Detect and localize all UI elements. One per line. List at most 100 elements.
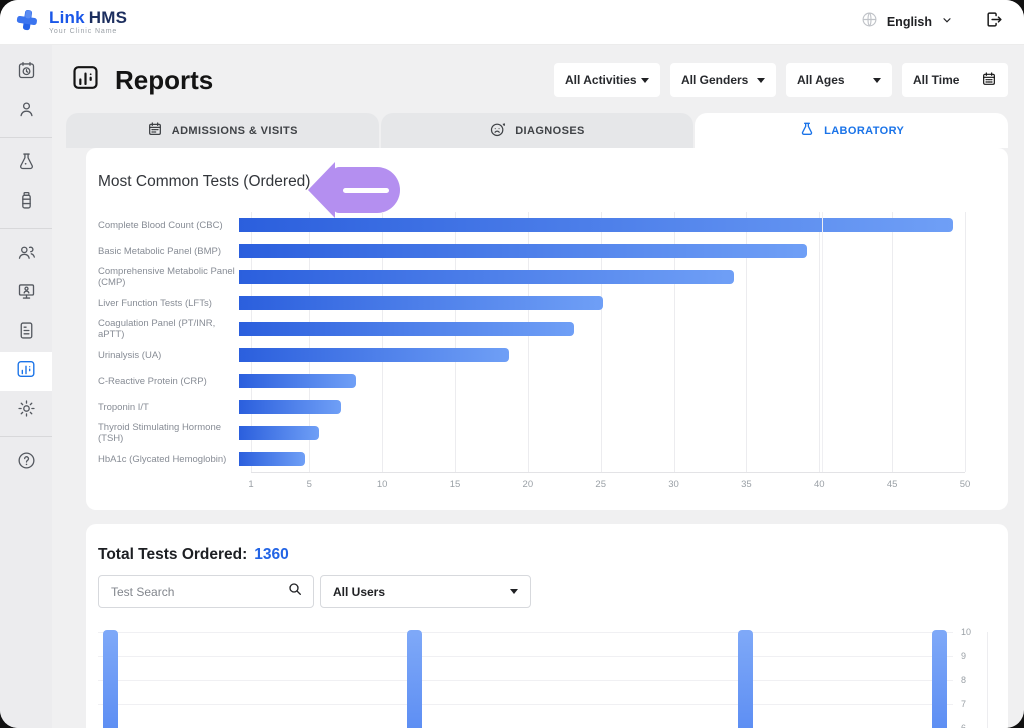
- reports-page-icon: [70, 62, 101, 98]
- sidebar-item-patients[interactable]: [0, 92, 52, 131]
- grid-vline: [746, 212, 748, 472]
- y-tick-label: 6: [961, 723, 967, 728]
- main-content: Reports All Activities All Genders All A…: [52, 45, 1024, 728]
- sidebar-item-staff[interactable]: [0, 235, 52, 274]
- hbar-category-label: Coagulation Panel (PT/INR, aPTT): [98, 318, 216, 340]
- chart-title: Most Common Tests (Ordered): [98, 173, 311, 190]
- hbar-row: Basic Metabolic Panel (BMP): [86, 238, 1008, 264]
- grid-hline: [98, 656, 953, 657]
- chevron-down-icon: [757, 77, 765, 83]
- filter-all-genders[interactable]: All Genders: [670, 63, 776, 97]
- hbar: [239, 218, 953, 232]
- hbar-row: HbA1c (Glycated Hemoglobin): [86, 446, 1008, 472]
- hbar-row: Troponin I/T: [86, 394, 1008, 420]
- monitor-user-icon: [16, 281, 37, 307]
- lab-flask-icon: [16, 151, 37, 177]
- sidebar-item-settings[interactable]: [0, 391, 52, 430]
- hbar: [239, 452, 305, 466]
- sidebar-item-help[interactable]: [0, 443, 52, 482]
- medical-cross-icon: [14, 7, 40, 38]
- filter-all-activities[interactable]: All Activities: [554, 63, 660, 97]
- billing-document-icon: [16, 320, 37, 346]
- flask-icon: [799, 121, 815, 140]
- total-tests-card: Total Tests Ordered: 1360 All Users: [86, 524, 1008, 728]
- logout-icon: [985, 10, 1004, 34]
- hbar-row: Liver Function Tests (LFTs): [86, 290, 1008, 316]
- tab-diagnoses[interactable]: DIAGNOSES: [380, 113, 694, 148]
- patient-icon: [16, 99, 37, 125]
- hbar-row: Thyroid Stimulating Hormone (TSH): [86, 420, 1008, 446]
- hbar-category-label: Complete Blood Count (CBC): [98, 219, 223, 231]
- x-tick-label: 5: [306, 479, 312, 490]
- page-title: Reports: [115, 64, 214, 95]
- test-search-box: [98, 575, 314, 608]
- vbar-plot: 10 9 8 7 6: [98, 627, 971, 728]
- hbar-category-label: HbA1c (Glycated Hemoglobin): [98, 453, 227, 465]
- report-filters: All Activities All Genders All Ages All …: [554, 63, 1008, 97]
- sidebar-divider: [0, 137, 52, 138]
- globe-icon: [861, 11, 878, 33]
- hbar-category-label: Basic Metabolic Panel (BMP): [98, 245, 222, 257]
- y-tick-label: 7: [961, 699, 967, 709]
- tab-admissions-visits[interactable]: ADMISSIONS & VISITS: [66, 113, 379, 148]
- help-circle-icon: [16, 450, 37, 476]
- hbar: [239, 322, 575, 336]
- language-selector[interactable]: English: [861, 11, 953, 33]
- hbar-category-label: C-Reactive Protein (CRP): [98, 375, 207, 387]
- filter-all-time[interactable]: All Time: [902, 63, 1008, 97]
- sidebar-item-pharmacy[interactable]: [0, 183, 52, 222]
- chart-right-edge-line: [822, 212, 823, 472]
- grid-hline: [98, 704, 953, 705]
- hbar-row: Coagulation Panel (PT/INR, aPTT): [86, 316, 1008, 342]
- vertical-bar-chart: 10 9 8 7 6: [98, 627, 1008, 728]
- y-tick-label: 8: [961, 675, 967, 685]
- calendar-icon: [981, 71, 997, 90]
- sidebar-divider: [0, 436, 52, 437]
- sidebar-item-schedule[interactable]: [0, 53, 52, 92]
- hbar-category-label: Urinalysis (UA): [98, 349, 162, 361]
- logout-button[interactable]: [985, 10, 1004, 34]
- hbar: [239, 374, 356, 388]
- staff-people-icon: [16, 242, 37, 268]
- total-tests-value: 1360: [254, 546, 289, 563]
- x-tick-label: 1: [248, 479, 254, 490]
- report-tabs: ADMISSIONS & VISITS DIAGNOSES LABORATORY: [66, 113, 1009, 148]
- sidebar-item-billing[interactable]: [0, 313, 52, 352]
- grid-vline: [819, 212, 821, 472]
- total-tests-label: Total Tests Ordered:: [98, 546, 248, 563]
- hbar-rows: Complete Blood Count (CBC) Basic Metaboli…: [86, 212, 1008, 472]
- search-icon[interactable]: [287, 581, 303, 602]
- schedule-calendar-icon: [16, 60, 37, 86]
- chevron-down-icon: [510, 589, 518, 594]
- sidebar-item-laboratory[interactable]: [0, 144, 52, 183]
- tab-laboratory[interactable]: LABORATORY: [695, 113, 1009, 148]
- language-label: English: [886, 15, 932, 29]
- vbar: [406, 630, 422, 728]
- hbar-category-label: Liver Function Tests (LFTs): [98, 297, 212, 309]
- x-tick-label: 20: [522, 479, 534, 490]
- grid-hline: [98, 632, 953, 633]
- hbar-row: C-Reactive Protein (CRP): [86, 368, 1008, 394]
- hbar: [239, 348, 509, 362]
- x-tick-label: 40: [813, 479, 825, 490]
- all-users-select[interactable]: All Users: [320, 575, 531, 608]
- hbar: [239, 426, 320, 440]
- sidebar-item-telehealth[interactable]: [0, 274, 52, 313]
- top-header: Link HMS Your Clinic Name English: [0, 0, 1024, 45]
- hbar-category-label: Comprehensive Metabolic Panel (CMP): [98, 266, 235, 288]
- x-tick-label: 50: [959, 479, 971, 490]
- vbar: [931, 630, 947, 728]
- sidebar-item-reports[interactable]: [0, 352, 52, 391]
- hbar-x-axis: 1 5 10 15 20 25 30 35 40 45 50: [248, 472, 970, 492]
- hbar-row: Urinalysis (UA): [86, 342, 1008, 368]
- grid-vline: [455, 212, 456, 472]
- filter-all-ages[interactable]: All Ages: [786, 63, 892, 97]
- sick-face-icon: [489, 121, 506, 141]
- grid-vline: [309, 212, 311, 472]
- y-tick-label: 9: [961, 651, 967, 661]
- test-search-input[interactable]: [109, 583, 287, 600]
- hbar: [239, 244, 808, 258]
- grid-vline: [892, 212, 894, 472]
- chevron-down-icon: [641, 77, 649, 83]
